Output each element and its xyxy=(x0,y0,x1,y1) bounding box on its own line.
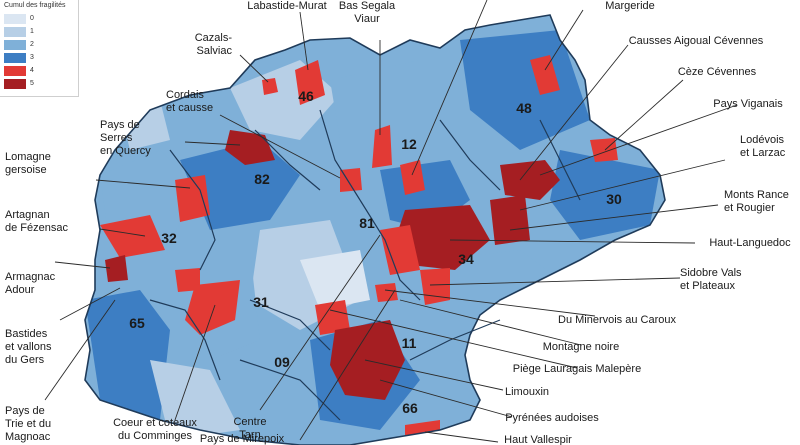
dept-65: 65 xyxy=(129,315,145,331)
label-cordais: Cordais et causse xyxy=(166,89,213,114)
legend-title: Cumul des fragilités xyxy=(4,2,66,9)
dept-31: 31 xyxy=(253,294,269,310)
dept-48: 48 xyxy=(516,100,532,116)
label-comminges: Coeur et coteaux du Comminges xyxy=(113,417,197,442)
label-margeride: Margeride xyxy=(605,0,655,12)
legend-label: 3 xyxy=(30,54,34,61)
legend-swatch xyxy=(4,27,26,37)
label-bastides: Bastides et vallons du Gers xyxy=(5,328,52,366)
legend-swatch xyxy=(4,14,26,24)
legend-item: 5 xyxy=(4,79,74,90)
dept-66: 66 xyxy=(402,400,418,416)
legend-item: 4 xyxy=(4,66,74,77)
label-centre-tarn: Centre Tarn xyxy=(233,416,266,441)
dept-81: 81 xyxy=(359,215,375,231)
dept-32: 32 xyxy=(161,230,177,246)
legend-item: 0 xyxy=(4,14,74,25)
label-lodevois: Lodévois et Larzac xyxy=(740,134,786,159)
region-fill xyxy=(84,14,666,445)
label-labastide: Labastide-Murat xyxy=(247,0,327,12)
legend: Cumul des fragilités 0 1 2 3 4 5 xyxy=(0,0,79,97)
dept-12: 12 xyxy=(401,136,417,152)
legend-swatch xyxy=(4,66,26,76)
label-ceze: Cèze Cévennes xyxy=(678,66,757,78)
dept-30: 30 xyxy=(606,191,622,207)
legend-label: 0 xyxy=(30,15,34,22)
dept-82: 82 xyxy=(254,171,270,187)
dept-34: 34 xyxy=(458,251,474,267)
dept-09: 09 xyxy=(274,354,290,370)
label-minervois: Du Minervois au Caroux xyxy=(558,314,676,326)
label-monts-rance: Monts Rance et Rougier xyxy=(724,189,789,214)
label-limouxin: Limouxin xyxy=(505,386,549,398)
legend-swatch xyxy=(4,79,26,89)
label-mirepoix: Pays de Mirepoix xyxy=(200,433,285,445)
leader-lines xyxy=(44,0,738,443)
label-aigoual: Causses Aigoual Cévennes xyxy=(629,35,764,47)
legend-swatch xyxy=(4,53,26,63)
legend-label: 1 xyxy=(30,28,34,35)
label-sidobre: Sidobre Vals et Plateaux xyxy=(680,267,742,292)
label-lomagne: Lomagne gersoise xyxy=(5,151,51,176)
label-bas-segala: Bas Segala Viaur xyxy=(339,0,396,25)
area-labels: Lomagne gersoise Artagnan de Fézensac Arma… xyxy=(5,0,791,445)
label-viganais: Pays Viganais xyxy=(713,98,783,110)
legend-label: 4 xyxy=(30,67,34,74)
label-armagnac: Armagnac Adour xyxy=(5,271,56,296)
label-haut-languedoc: Haut-Languedoc xyxy=(709,237,791,249)
dept-46: 46 xyxy=(298,88,314,104)
legend-item: 2 xyxy=(4,40,74,51)
department-labels: 46 12 48 82 30 32 81 34 31 65 11 09 66 xyxy=(129,88,622,416)
legend-label: 5 xyxy=(30,80,34,87)
dept-11: 11 xyxy=(402,335,417,351)
label-vallespir: Haut Vallespir xyxy=(504,434,572,445)
label-cazals: Cazals-Salviac xyxy=(195,32,233,57)
legend-item: 3 xyxy=(4,53,74,64)
label-montagne-noire: Montagne noire xyxy=(543,341,619,353)
legend-label: 2 xyxy=(30,41,34,48)
label-artagnan: Artagnan de Fézensac xyxy=(5,209,68,234)
label-piege: Piège Lauragais Malepère xyxy=(513,363,641,375)
legend-swatch xyxy=(4,40,26,50)
legend-item: 1 xyxy=(4,27,74,38)
label-serres: Pays de Serres en Quercy xyxy=(100,119,151,157)
label-pyrenees: Pyrénées audoises xyxy=(505,412,599,424)
label-trie: Pays de Trie et du Magnoac xyxy=(5,405,51,443)
